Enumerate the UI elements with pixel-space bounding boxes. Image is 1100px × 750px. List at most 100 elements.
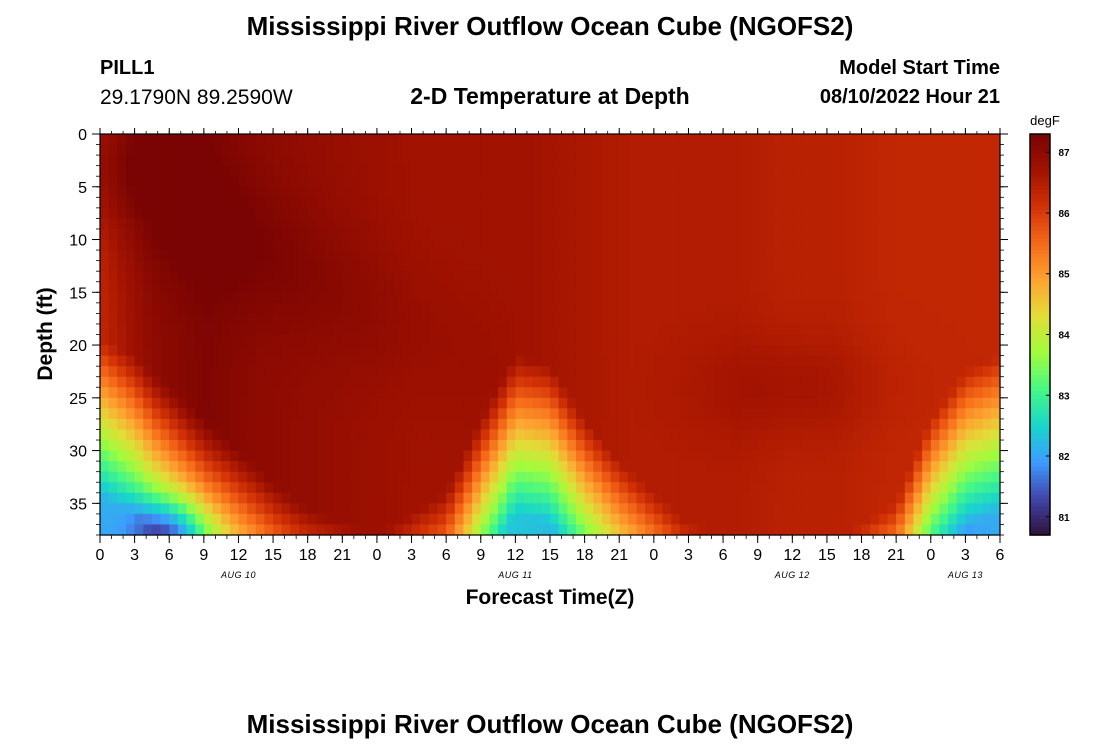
heatmap-cell [749,176,759,188]
heatmap-cell [411,197,421,209]
heatmap-cell [238,366,248,378]
heatmap-cell [575,313,586,325]
heatmap-cell [826,281,837,293]
heatmap-cell [688,186,698,198]
heatmap-cell [645,482,655,494]
x-axis: 0 3 6 9 12 15 18 21 0 3 6 9 12 15 18 21 0 3 6 9 12 15 18 21 0 3 6A… [96,128,1005,580]
heatmap-cell [714,524,724,536]
heatmap-cell [203,450,214,462]
heatmap-cell [870,292,880,304]
heatmap-cell [775,503,785,515]
heatmap-cell [333,228,343,241]
heatmap-cell [394,313,404,325]
heatmap-cell [342,250,352,262]
heatmap-cell [757,260,767,272]
heatmap-cell [974,155,984,167]
heatmap-cell [203,461,214,473]
heatmap-cell [359,450,369,462]
heatmap-cell [567,408,577,420]
heatmap-cell [376,144,387,156]
heatmap-cell [601,292,612,304]
heatmap-cell [567,144,577,156]
heatmap-cell [342,376,352,388]
heatmap-cell [299,197,309,209]
heatmap-cell [342,323,352,336]
heatmap-cell [143,461,153,473]
heatmap-cell [723,482,733,494]
heatmap-cell [325,271,335,283]
heatmap-cell [454,482,465,494]
heatmap-cell [956,271,966,283]
heatmap-cell [550,250,560,262]
heatmap-cell [446,461,456,473]
heatmap-cell [878,155,889,167]
heatmap-cell [316,281,326,293]
heatmap-cell [550,397,560,409]
heatmap-cell [428,197,439,209]
heatmap-cell [238,408,248,420]
heatmap-cell [299,345,309,357]
heatmap-cell [922,482,932,494]
heatmap-cell [775,355,785,367]
heatmap-cell [212,355,222,367]
heatmap-cell [100,292,110,304]
colorbar-segment [1030,426,1050,432]
heatmap-cell [100,513,110,526]
heatmap-cell [532,471,542,483]
heatmap-cell [948,387,958,399]
heatmap-cell [913,366,923,378]
heatmap-cell [826,207,837,220]
heatmap-cell [835,155,845,167]
heatmap-cell [125,144,136,156]
heatmap-cell [740,524,750,536]
heatmap-cell [809,387,819,399]
heatmap-cell [489,186,499,198]
heatmap-cell [212,323,222,336]
heatmap-cell [896,334,906,346]
heatmap-cell [550,471,560,483]
heatmap-cell [705,281,716,293]
heatmap-cell [299,155,309,167]
heatmap-cell [368,197,378,209]
heatmap-cell [800,492,811,504]
heatmap-cell [766,323,776,336]
heatmap-cell [550,239,560,251]
heatmap-cell [991,313,1001,325]
heatmap-cell [567,387,577,399]
heatmap-cell [567,186,577,198]
heatmap-cell [117,134,127,146]
heatmap-cell [489,271,499,283]
heatmap-cell [662,440,672,452]
heatmap-cell [229,207,240,220]
heatmap-cell [160,376,170,388]
heatmap-cell [852,281,863,293]
heatmap-cell [221,408,231,420]
colorbar-segment [1030,358,1050,364]
heatmap-cell [619,408,629,420]
heatmap-cell [939,134,949,146]
heatmap-cell [541,197,551,209]
heatmap-cell [290,239,300,251]
heatmap-cell [212,461,222,473]
heatmap-cell [974,302,984,314]
heatmap-cell [619,492,629,504]
heatmap-cell [575,323,586,336]
heatmap-cell [446,281,456,293]
heatmap-cell [437,134,447,146]
heatmap-cell [221,376,231,388]
heatmap-cell [896,144,906,156]
heatmap-cell [688,513,698,526]
heatmap-cell [221,218,231,230]
heatmap-cell [290,450,300,462]
heatmap-cell [498,524,508,536]
heatmap-cell [939,239,949,251]
heatmap-cell [800,292,811,304]
heatmap-cell [939,450,949,462]
heatmap-cell [679,376,690,388]
heatmap-cell [151,239,162,251]
heatmap-cell [783,155,793,167]
heatmap-cell [160,197,170,209]
heatmap-cell [645,250,655,262]
heatmap-cell [619,313,629,325]
heatmap-cell [697,281,707,293]
